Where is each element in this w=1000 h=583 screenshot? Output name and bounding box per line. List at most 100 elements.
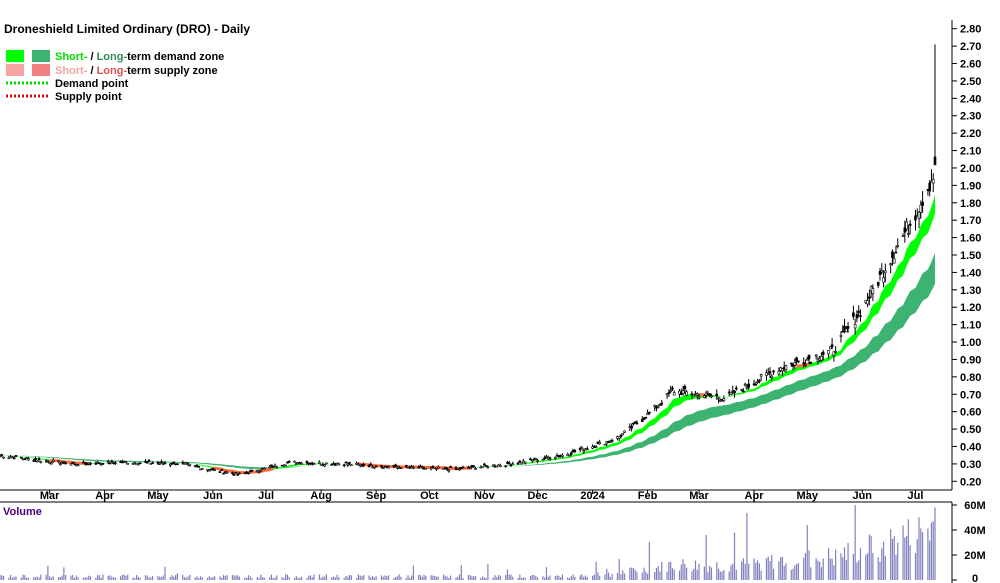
candle (827, 349, 830, 359)
volume-bar (758, 563, 760, 580)
candle (665, 393, 669, 399)
legend-long-supply-swatch (32, 64, 50, 76)
candle (374, 464, 378, 468)
candle (830, 338, 834, 350)
candle (516, 461, 520, 466)
candle (461, 465, 465, 469)
volume-bar (421, 576, 423, 580)
candle (458, 467, 461, 471)
candle (569, 451, 573, 456)
volume-bar (84, 577, 86, 580)
volume-bar (332, 576, 335, 580)
volume-bar (247, 575, 249, 580)
volume-bar (866, 553, 869, 580)
candle (518, 459, 522, 463)
volume-bar (703, 566, 705, 580)
volume-bar (160, 576, 163, 580)
volume-bar (320, 577, 322, 580)
volume-bar (561, 574, 564, 580)
volume-bar (458, 574, 461, 580)
volume-bar (136, 575, 138, 580)
volume-bar (111, 576, 113, 580)
volume-bar (448, 577, 450, 580)
candle (901, 233, 905, 238)
volume-bar (611, 573, 613, 580)
volume-bar (382, 576, 384, 580)
volume-bar (554, 576, 556, 580)
volume-bar (907, 519, 909, 580)
candle (106, 459, 110, 465)
candle (367, 464, 371, 468)
volume-bar (201, 577, 203, 580)
candle (578, 446, 582, 453)
volume-bar (678, 570, 681, 580)
candle (218, 470, 222, 473)
volume-bar (879, 561, 881, 580)
candle (585, 446, 589, 451)
candle (222, 472, 225, 475)
volume-bars (0, 505, 936, 580)
volume-bar (444, 575, 446, 580)
candle (404, 464, 408, 468)
volume-bar (396, 576, 399, 580)
candle (232, 472, 236, 476)
volume-bar (717, 568, 720, 580)
volume-bar (89, 576, 92, 580)
price-tick-label: 0.80 (960, 372, 981, 384)
volume-bar (469, 574, 471, 580)
candle (880, 263, 884, 275)
volume-bar (15, 576, 17, 580)
volume-bar (98, 575, 100, 580)
volume-bar (334, 577, 336, 580)
price-tick-label: 2.10 (960, 146, 981, 158)
volume-bar (210, 577, 212, 580)
volume-bar (906, 536, 908, 580)
volume-bar (286, 574, 289, 580)
volume-bar (707, 571, 709, 580)
volume-bar (609, 576, 611, 580)
candle (447, 469, 451, 473)
volume-bar (347, 576, 349, 580)
candle (195, 464, 199, 468)
volume-bar (235, 575, 237, 580)
volume-bar (607, 572, 610, 580)
candle (891, 249, 894, 266)
candle (868, 289, 871, 306)
candle (619, 434, 623, 439)
volume-bar (65, 575, 67, 580)
candle (573, 449, 577, 454)
volume-bar (134, 577, 136, 580)
candle (444, 466, 447, 470)
x-axis-ticks: Mar Apr May Jun Jul Aug Sep Oct Nov Dec 2024 Feb Mar… (40, 490, 923, 502)
candle (270, 464, 273, 468)
candle (903, 220, 907, 243)
volume-bar (120, 576, 122, 580)
volume-bar (150, 577, 152, 580)
volume-bar (102, 574, 104, 580)
candle (211, 467, 215, 471)
volume-bar (748, 563, 750, 580)
candle (332, 461, 335, 465)
volume-bar (125, 575, 127, 580)
candle (685, 389, 688, 397)
candle (39, 460, 43, 464)
candle (348, 461, 351, 466)
candle (344, 461, 348, 464)
candle (170, 462, 174, 465)
candle (671, 385, 674, 391)
volume-bar (258, 578, 260, 580)
volume-bar (169, 576, 171, 580)
volume-bar (95, 577, 97, 580)
volume-bar (109, 575, 111, 580)
candle (582, 448, 586, 454)
candle (133, 462, 137, 465)
x-tick-label: May (147, 490, 169, 502)
candle (598, 439, 601, 445)
candle (449, 465, 452, 468)
volume-bar (481, 576, 484, 580)
volume-bar (331, 577, 333, 580)
volume-bar (581, 574, 583, 580)
volume-bar (437, 576, 439, 580)
volume-bar (261, 577, 264, 580)
price-tick-label: 1.20 (960, 302, 981, 314)
